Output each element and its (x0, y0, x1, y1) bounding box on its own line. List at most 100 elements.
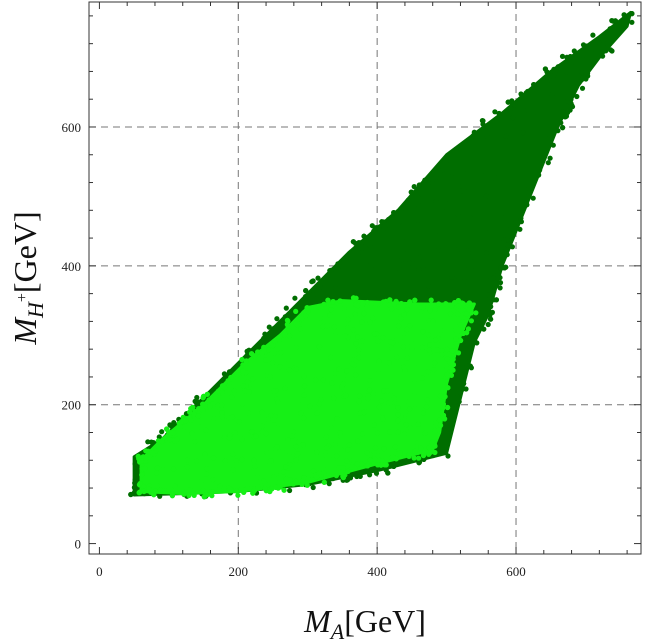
data-point (386, 360, 392, 366)
data-point (504, 242, 511, 248)
data-point (402, 210, 408, 216)
data-point (334, 453, 340, 459)
data-point (465, 353, 472, 359)
data-point (473, 323, 480, 329)
data-point (401, 312, 407, 318)
data-point (193, 458, 200, 464)
data-point (292, 295, 298, 301)
data-point (382, 273, 388, 279)
data-point (357, 410, 363, 416)
data-point (502, 211, 509, 217)
data-point (289, 433, 295, 439)
data-point (540, 148, 546, 154)
data-point (219, 383, 226, 389)
data-point (368, 301, 374, 307)
data-point (252, 463, 258, 469)
data-point (169, 493, 175, 499)
data-point (478, 314, 484, 320)
data-point (568, 100, 574, 106)
data-point (501, 237, 507, 243)
data-point (495, 275, 501, 281)
data-point (244, 352, 250, 358)
data-point (436, 451, 442, 457)
data-point (249, 351, 255, 357)
data-point (310, 468, 317, 474)
data-point (200, 402, 206, 408)
data-point (387, 249, 393, 255)
data-point (415, 421, 421, 427)
data-point (263, 357, 269, 363)
data-point (320, 323, 326, 330)
data-point (448, 421, 454, 427)
data-point (532, 84, 538, 90)
data-point (375, 338, 381, 344)
data-point (583, 64, 589, 70)
data-point (142, 465, 148, 472)
data-point (452, 403, 458, 409)
data-point (385, 400, 391, 406)
data-point (493, 297, 499, 303)
data-point (344, 368, 350, 374)
data-point (402, 205, 408, 211)
data-point (321, 479, 327, 485)
data-point (589, 51, 595, 57)
data-point (555, 67, 561, 73)
data-point (458, 188, 464, 194)
data-point (430, 318, 436, 324)
data-point (309, 477, 315, 483)
data-point (176, 420, 182, 426)
data-point (383, 467, 389, 473)
data-point (300, 442, 306, 448)
data-point (407, 425, 413, 431)
data-point (307, 403, 313, 409)
data-point (314, 474, 320, 480)
data-point (412, 406, 418, 412)
data-point (243, 358, 249, 364)
data-point (287, 333, 293, 339)
data-point (411, 380, 418, 386)
plot-frame (88, 1, 642, 555)
data-point (187, 409, 193, 415)
data-point (310, 292, 316, 298)
data-point (420, 304, 426, 310)
data-point (366, 387, 373, 393)
data-point (342, 333, 348, 339)
data-point (286, 357, 292, 363)
data-point (420, 452, 427, 459)
data-point (374, 246, 380, 253)
data-point (229, 394, 235, 400)
data-point (426, 332, 432, 338)
data-point (433, 232, 439, 239)
data-point (174, 436, 180, 442)
data-point (277, 364, 283, 370)
data-point (259, 429, 266, 435)
data-point (462, 358, 468, 364)
data-point (286, 328, 292, 334)
data-point (226, 382, 232, 388)
data-point (203, 427, 209, 433)
data-point (262, 334, 268, 340)
data-point (375, 292, 381, 298)
data-point (517, 213, 523, 219)
data-point (410, 256, 416, 262)
data-point (404, 307, 410, 313)
data-point (407, 299, 413, 305)
data-point (356, 347, 362, 353)
data-point (469, 336, 475, 342)
data-point (468, 254, 474, 260)
data-point (513, 203, 519, 209)
data-point (262, 481, 269, 487)
data-point (322, 452, 328, 458)
data-point (559, 112, 565, 118)
data-point (505, 99, 511, 105)
data-point (346, 442, 352, 448)
data-point (281, 469, 287, 475)
x-tick-label: 200 (229, 564, 249, 579)
data-point (328, 354, 334, 361)
data-point (569, 59, 575, 65)
data-point (203, 492, 209, 498)
data-point (542, 66, 549, 72)
data-point (488, 316, 494, 322)
data-point (283, 305, 289, 311)
data-point (225, 378, 231, 384)
